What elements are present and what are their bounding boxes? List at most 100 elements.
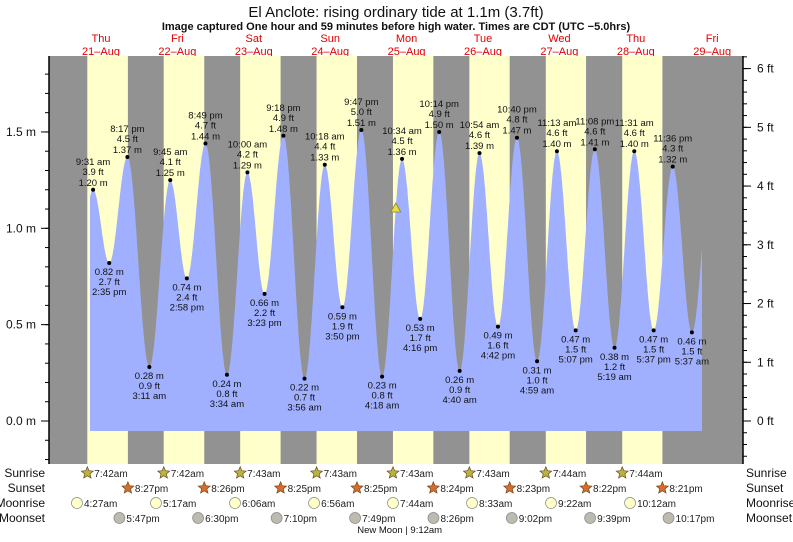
- high-tide-label: 4.5 ft: [117, 134, 138, 145]
- day-name: Thu: [626, 33, 645, 45]
- high-tide-label: 10:18 am: [305, 132, 345, 143]
- sunset-time: 8:26pm: [211, 484, 244, 495]
- low-tide-label: 5:37 am: [675, 356, 709, 367]
- moonrise-icon: [466, 497, 478, 509]
- extreme-labels: 9:31 am3.9 ft1.20 m 0.82 m2.7 ft2:35 pm 8:…: [76, 97, 709, 414]
- moonrise-icon: [71, 497, 83, 509]
- sunset-icon: [579, 480, 593, 494]
- high-tide-label: 1.36 m: [388, 147, 417, 158]
- high-tide-label: 10:34 am: [382, 126, 422, 137]
- moonrise-icon: [308, 497, 320, 509]
- low-tide-label: 3:11 am: [133, 391, 167, 402]
- high-tide-point: [168, 178, 173, 183]
- high-tide-label: 10:40 pm: [497, 105, 537, 116]
- sunrise-row-label-right: Sunrise: [746, 466, 787, 480]
- moonset-icon: [505, 512, 518, 524]
- low-tide-point: [302, 376, 307, 381]
- day-name: Mon: [396, 33, 417, 45]
- low-tide-point: [612, 345, 617, 350]
- sunrise-time: 7:43am: [324, 469, 357, 480]
- low-tide-label: 3:34 am: [210, 399, 244, 410]
- sunrise-icon: [462, 465, 477, 479]
- day-name: Tue: [474, 33, 493, 45]
- moonrise-time: 7:44am: [400, 499, 433, 510]
- high-tide-label: 11:13 am: [537, 118, 576, 129]
- right-tick-label: 5 ft: [757, 120, 774, 134]
- day-date: 25–Aug: [388, 46, 426, 58]
- moonrise-icon: [624, 497, 636, 509]
- moonset-time: 5:47pm: [126, 514, 159, 525]
- low-tide-point: [418, 316, 423, 321]
- sunset-icon: [121, 480, 135, 494]
- axes: 0.0 m 0.5 m 1.0 m 1.5 m 0 ft 1 ft 2 ft 3 ft 4 ft…: [6, 56, 774, 464]
- low-tide-label: 2.4 ft: [176, 292, 197, 303]
- moonset-time: 7:10pm: [284, 514, 317, 525]
- sunset-icon: [655, 480, 670, 494]
- moonset-time: 8:26pm: [440, 514, 473, 525]
- sunrise-row-label: Sunrise: [4, 466, 45, 480]
- moonrise-time: 6:56am: [321, 499, 354, 510]
- sunrise-time: 7:44am: [629, 469, 662, 480]
- low-tide-label: 1.6 ft: [487, 341, 508, 352]
- high-tide-point: [359, 128, 364, 133]
- low-tide-label: 5:07 pm: [559, 354, 593, 365]
- high-tide-label: 1.51 m: [347, 118, 376, 129]
- low-tide-label: 5:37 pm: [637, 354, 671, 365]
- high-tide-label: 1.25 m: [156, 168, 185, 179]
- high-tide-label: 8:17 pm: [110, 124, 144, 135]
- high-tide-label: 4.9 ft: [273, 113, 294, 124]
- moon-phase-label: New Moon | 9:12am: [357, 525, 442, 536]
- moonrise-time: 5:17am: [163, 499, 196, 510]
- low-tide-label: 1.7 ft: [410, 333, 431, 344]
- low-tide-label: 4:40 am: [442, 395, 476, 406]
- day-labels: Thu21–AugFri22–AugSat23–AugSun24–AugMon2…: [82, 33, 731, 58]
- moonset-time: 7:49pm: [362, 514, 395, 525]
- current-level-marker: [390, 202, 402, 213]
- moonrise-time: 8:33am: [479, 499, 512, 510]
- day-name: Sun: [320, 33, 340, 45]
- low-tide-label: 3:56 am: [287, 403, 321, 414]
- high-tide-label: 10:54 am: [460, 120, 500, 131]
- low-tide-point: [147, 365, 152, 370]
- sunset-time: 8:25pm: [364, 484, 397, 495]
- low-tide-label: 0.24 m: [212, 379, 241, 390]
- sunset-row-label-right: Sunset: [746, 481, 784, 495]
- right-tick-label: 4 ft: [757, 179, 774, 193]
- low-tide-label: 0.31 m: [523, 365, 552, 376]
- low-tide-label: 0.9 ft: [449, 385, 470, 396]
- high-tide-label: 4.6 ft: [469, 130, 490, 141]
- high-tide-label: 11:31 am: [615, 118, 654, 129]
- day-date: 22–Aug: [158, 46, 196, 58]
- left-tick-label: 1.0 m: [6, 221, 36, 235]
- right-tick-label: 1 ft: [757, 355, 774, 369]
- low-tide-point: [495, 324, 500, 329]
- low-tide-label: 4:42 pm: [481, 351, 515, 362]
- high-tide-label: 11:08 pm: [575, 116, 614, 127]
- low-tide-label: 0.66 m: [250, 298, 279, 309]
- high-tide-label: 4.3 ft: [662, 144, 683, 155]
- moonrise-icon: [545, 497, 557, 509]
- low-tide-label: 0.47 m: [639, 334, 668, 345]
- high-tide-label: 1.40 m: [620, 139, 649, 150]
- sunrise-icon: [156, 465, 171, 479]
- moonset-icon: [270, 512, 283, 524]
- high-tide-label: 9:31 am: [76, 157, 110, 168]
- high-tide-point: [125, 155, 130, 160]
- moonset-time: 10:17pm: [676, 514, 715, 525]
- high-tide-label: 1.32 m: [658, 155, 687, 166]
- low-tide-label: 0.74 m: [172, 282, 201, 293]
- moonset-time: 9:39pm: [597, 514, 630, 525]
- high-tide-label: 10:00 am: [228, 139, 268, 150]
- day-date: 21–Aug: [82, 46, 120, 58]
- sunrise-icon: [615, 465, 629, 479]
- day-date: 27–Aug: [540, 46, 578, 58]
- low-tide-point: [262, 291, 267, 296]
- day-date: 23–Aug: [235, 46, 273, 58]
- day-name: Thu: [92, 33, 111, 45]
- high-tide-point: [592, 147, 597, 152]
- low-tide-label: 1.9 ft: [332, 321, 353, 332]
- high-tide-label: 1.20 m: [79, 178, 108, 189]
- high-tide-label: 8:49 pm: [188, 111, 222, 122]
- sunrise-time: 7:43am: [400, 469, 433, 480]
